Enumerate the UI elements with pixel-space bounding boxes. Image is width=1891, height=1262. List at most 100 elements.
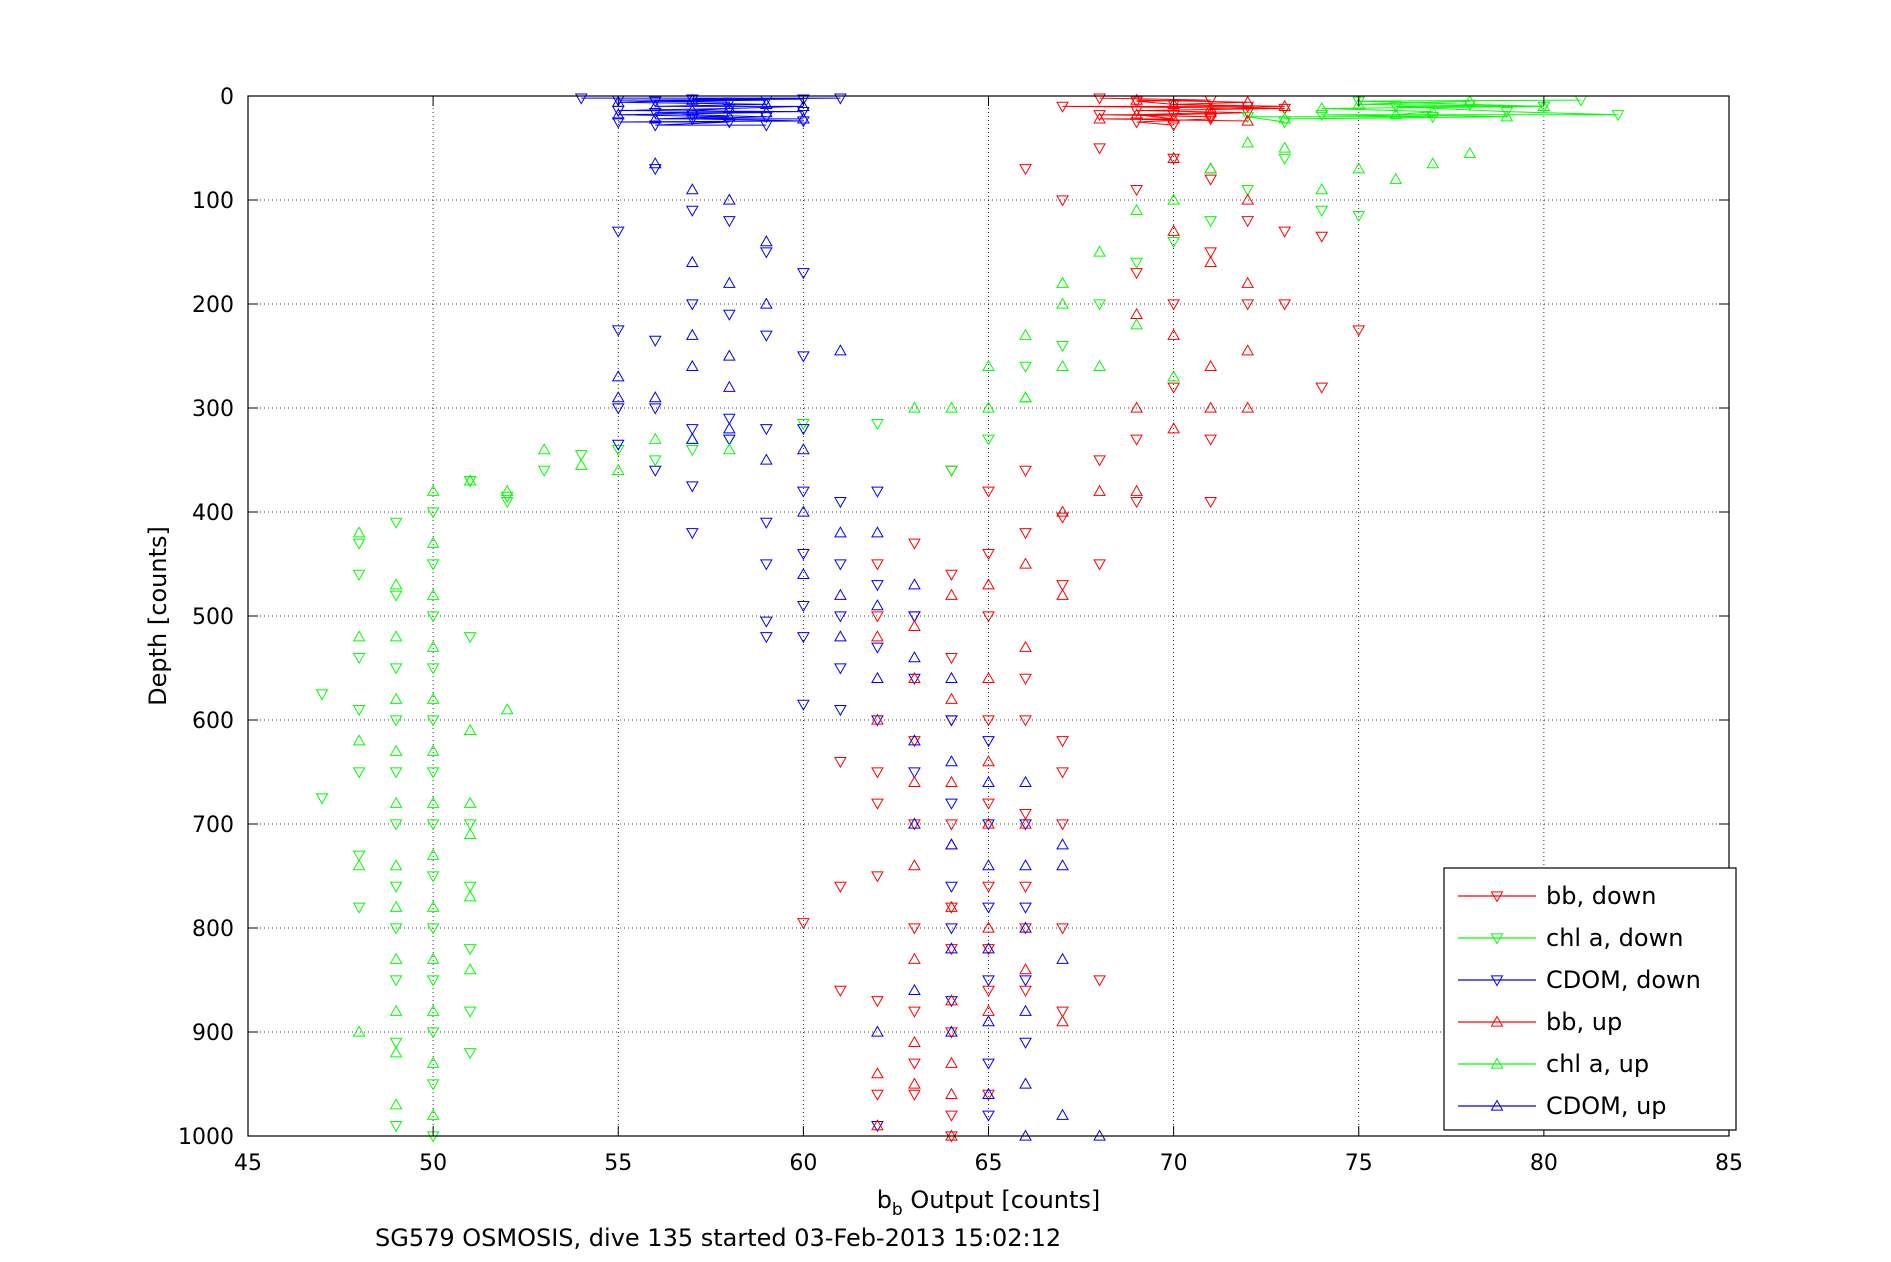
data-point: [648, 391, 662, 403]
legend-label: chl a, up: [1546, 1050, 1649, 1078]
legend-marker: [1490, 1015, 1504, 1027]
data-point: [722, 276, 736, 288]
data-point: [759, 235, 773, 247]
data-point: [1167, 224, 1180, 236]
data-point: [797, 632, 810, 644]
data-point: [389, 900, 403, 912]
data-point: [1315, 183, 1329, 195]
x-tick-label: 45: [234, 1151, 262, 1176]
data-point: [426, 923, 440, 935]
data-point: [871, 486, 884, 498]
data-point: [945, 1087, 958, 1100]
legend-label: CDOM, up: [1546, 1092, 1667, 1120]
y-tick-label: 0: [220, 85, 234, 110]
data-point: [834, 611, 847, 623]
data-point: [1130, 108, 1143, 120]
data-point: [982, 944, 995, 956]
data-point: [834, 630, 847, 642]
data-point: [315, 689, 329, 701]
data-point: [908, 578, 921, 590]
data-point: [648, 112, 662, 124]
data-point: [982, 359, 995, 372]
data-point: [908, 923, 921, 935]
data-point: [722, 309, 736, 321]
data-point: [1093, 299, 1106, 311]
data-point: [1019, 963, 1032, 975]
data-point: [1019, 923, 1032, 935]
data-point: [759, 120, 773, 132]
data-point: [685, 481, 699, 493]
data-point: [982, 921, 995, 933]
data-point: [1241, 136, 1255, 148]
data-point: [945, 996, 958, 1008]
data-point: [797, 351, 810, 363]
x-axis-label-rest: Output [counts]: [903, 1186, 1101, 1214]
data-point: [352, 526, 366, 538]
legend-label: bb, down: [1546, 882, 1656, 910]
data-point: [1426, 157, 1440, 169]
data-point: [871, 713, 884, 725]
legend-marker: [1490, 1057, 1504, 1069]
data-point: [1019, 1004, 1032, 1016]
data-point: [722, 422, 736, 434]
data-point: [463, 796, 477, 808]
data-point: [871, 1119, 884, 1131]
data-point: [1019, 557, 1032, 569]
data-point: [648, 157, 662, 169]
data-point: [685, 255, 699, 268]
data-point: [389, 578, 403, 590]
data-point: [389, 590, 403, 602]
data-point: [685, 104, 699, 116]
data-point: [1167, 382, 1180, 394]
data-point: [908, 767, 921, 779]
data-point: [908, 673, 921, 685]
data-point: [1130, 93, 1143, 105]
data-point: [352, 1025, 366, 1037]
data-point: [722, 434, 736, 446]
data-point: [1500, 110, 1514, 122]
data-point: [1130, 496, 1143, 509]
data-point: [426, 975, 440, 987]
legend-entry: bb, up: [1458, 1008, 1622, 1036]
data-point: [463, 1006, 477, 1018]
data-point: [389, 744, 403, 756]
legend-label: chl a, down: [1546, 924, 1683, 952]
data-point: [389, 1098, 403, 1110]
data-point: [352, 569, 366, 581]
data-point: [945, 569, 958, 581]
data-point: [1278, 141, 1292, 153]
data-point: [908, 775, 921, 788]
data-point: [1241, 299, 1255, 311]
data-point: [722, 103, 736, 115]
data-point: [908, 401, 921, 413]
data-point: [834, 985, 847, 997]
legend-marker: [1490, 975, 1504, 987]
data-point: [797, 600, 810, 613]
data-point: [945, 900, 958, 912]
data-point: [1056, 340, 1069, 353]
data-point: [389, 881, 403, 893]
data-point: [463, 944, 477, 956]
data-point: [1241, 95, 1255, 107]
data-point: [1167, 151, 1180, 164]
data-point: [908, 538, 921, 550]
data-point: [834, 588, 847, 600]
data-point: [1056, 580, 1069, 592]
data-point: [611, 444, 625, 457]
data-point: [982, 715, 995, 727]
data-point: [797, 443, 810, 455]
data-point: [1019, 715, 1032, 727]
data-point: [945, 923, 958, 935]
y-tick-label: 800: [192, 917, 234, 942]
data-point: [463, 476, 477, 488]
data-point: [1130, 184, 1143, 197]
data-point: [426, 848, 440, 860]
data-point: [389, 630, 403, 642]
data-point: [982, 1058, 995, 1070]
data-point: [982, 819, 995, 831]
data-point: [1019, 921, 1032, 933]
data-point: [1167, 236, 1180, 249]
data-point: [426, 588, 440, 600]
series-surface-trace: [618, 99, 804, 120]
y-tick-label: 600: [192, 709, 234, 734]
